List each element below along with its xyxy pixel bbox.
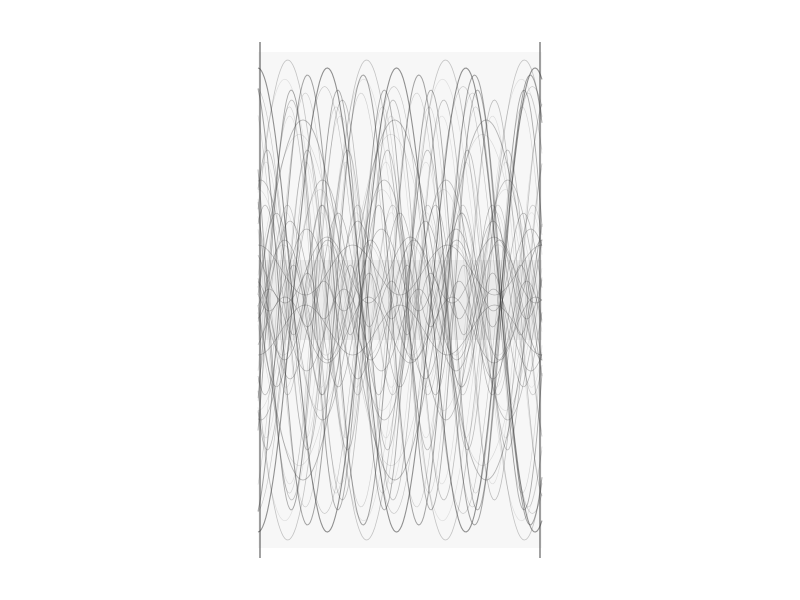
attractor-strand [257, 239, 543, 361]
attractor-center-strand [257, 264, 543, 396]
attractor-center-strand [257, 296, 543, 364]
attractor-strand [257, 119, 543, 481]
attractor-edges [259, 42, 541, 558]
attractor-center-strand [257, 204, 543, 336]
attractor-strand [257, 89, 543, 511]
attractor-strand-faint [257, 244, 542, 356]
attractor-strand-faint [257, 134, 543, 466]
attractor-strand-faint [257, 115, 543, 485]
attractor-strand [257, 204, 543, 396]
attractor-center-strand [257, 212, 543, 328]
attractor-strands [257, 59, 543, 541]
attractor-strand [257, 99, 543, 501]
attractor-strand [257, 74, 543, 526]
attractor-center-strand [257, 236, 543, 304]
attractor-strand-faint [257, 86, 543, 514]
attractor-strand-faint [257, 106, 543, 494]
attractor-center-strand [257, 244, 543, 296]
attractor-strand-faint [257, 161, 543, 439]
attractor-center-strand [257, 272, 543, 388]
attractor-strand [257, 67, 543, 533]
haze-center-band [258, 260, 542, 340]
attractor-strand-faint [257, 86, 543, 514]
attractor-strand-faint [257, 212, 543, 388]
attractor-strand [257, 67, 543, 533]
haze-body [258, 52, 542, 548]
attractor-strand-faint [257, 106, 543, 494]
attractor-strand-faint [257, 92, 543, 508]
attractor-strand [257, 59, 543, 541]
attractor-center-strand [257, 280, 543, 380]
attractor-strand [257, 149, 543, 451]
attractor-strand-faint [257, 189, 543, 411]
attractor-strand [257, 239, 543, 361]
attractor-haze [258, 52, 542, 548]
attractor-strand [257, 74, 543, 526]
attractor-strand-faint [257, 189, 543, 411]
attractor-strand-faint [257, 115, 543, 485]
attractor-strand-faint [257, 92, 543, 508]
attractor-center-strand [257, 228, 543, 312]
attractor-strand-faint [257, 78, 543, 522]
attractor-strand [257, 119, 543, 481]
attractor-strand [257, 149, 543, 451]
attractor-strand-faint [257, 78, 543, 522]
attractor-center-strand [257, 220, 543, 320]
attractor-strand-faint [257, 134, 543, 466]
attractor-strand [257, 179, 543, 421]
attractor-center-strand [257, 288, 543, 372]
attractor-strand-faint [257, 161, 543, 439]
attractor-strand [257, 59, 543, 541]
attractor-center-strand [257, 304, 543, 356]
attractor-strand [257, 99, 543, 501]
attractor-strand-faint [257, 244, 542, 356]
attractor-strand [257, 204, 543, 396]
attractor-strand [257, 179, 543, 421]
attractor-strand-faint [257, 212, 543, 388]
attractor-strand [257, 89, 543, 511]
